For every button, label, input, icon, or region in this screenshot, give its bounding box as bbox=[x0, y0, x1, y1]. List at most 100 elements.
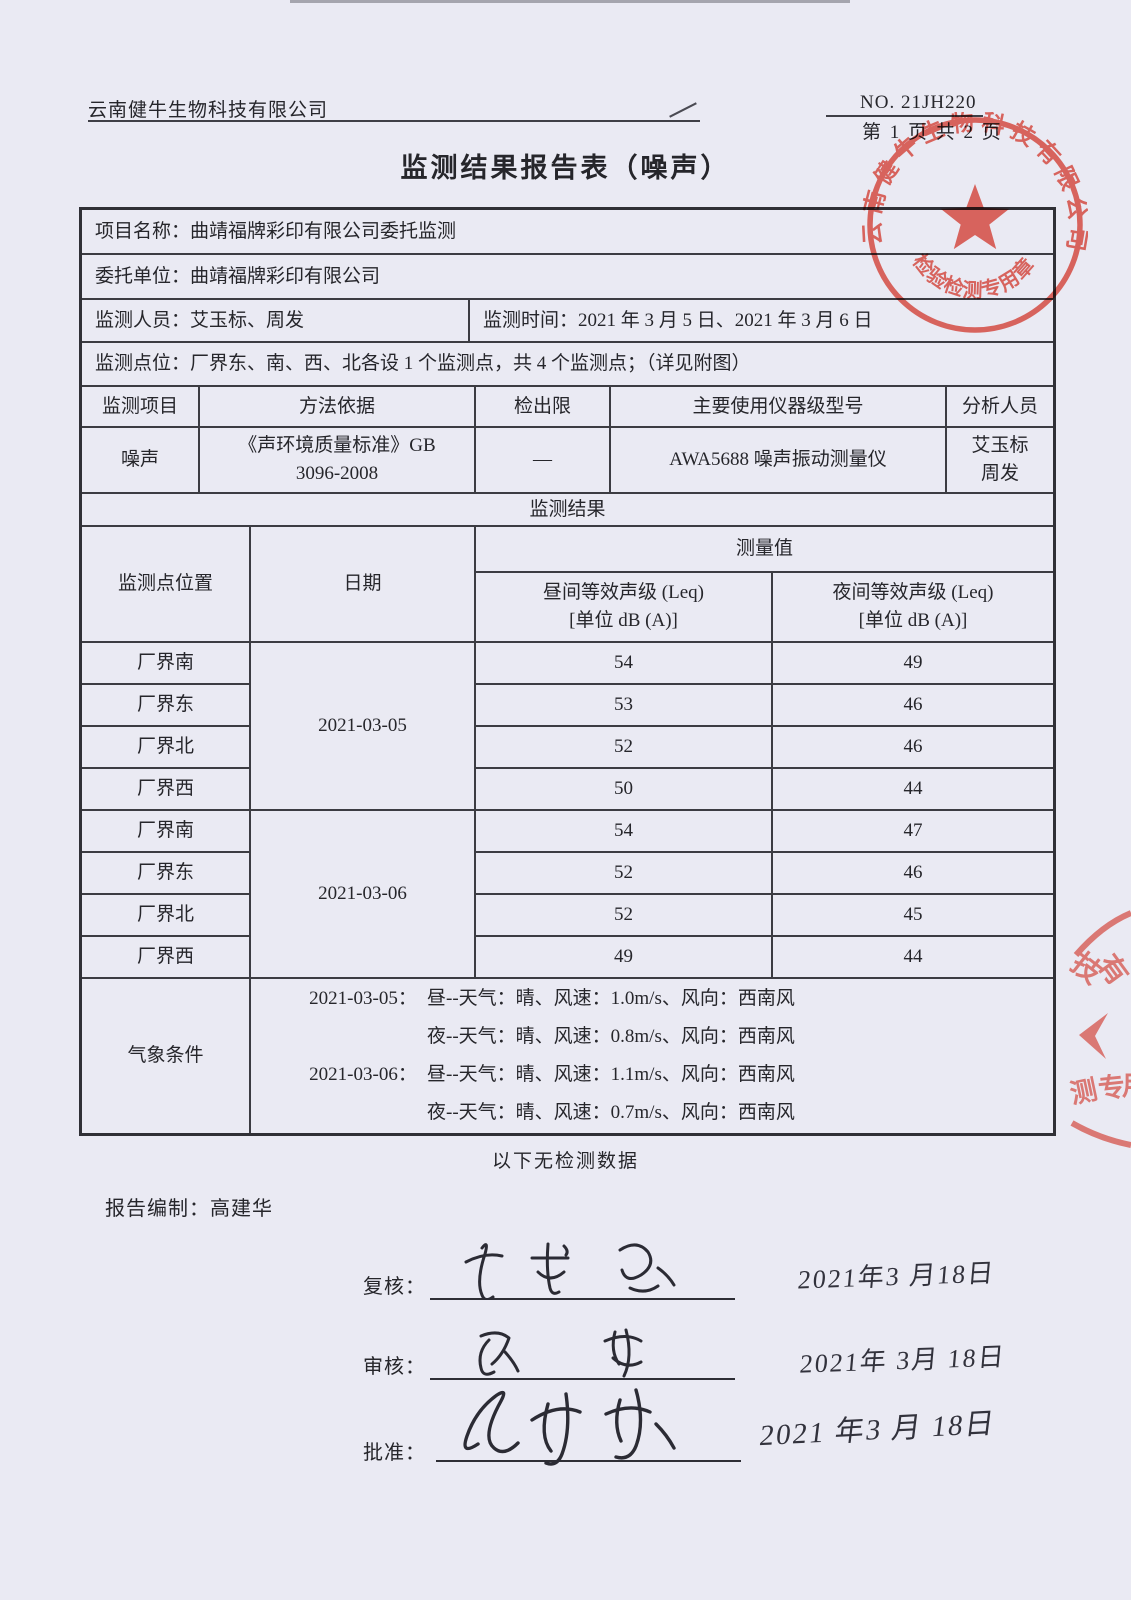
review-label: 复核： bbox=[363, 1276, 426, 1298]
point-cell: 厂界东 bbox=[82, 685, 251, 727]
date-cell-group1: 2021-03-05 bbox=[251, 643, 476, 811]
seal-fragment-char: 测 bbox=[1067, 1074, 1100, 1109]
time-label: 监测时间： bbox=[483, 309, 579, 331]
seal-fragment-char: 用 bbox=[1122, 1071, 1131, 1101]
day-value-cell: 50 bbox=[476, 769, 773, 811]
seal-star-icon bbox=[940, 184, 1010, 250]
report-table: 项目名称： 曲靖福牌彩印有限公司委托监测 委托单位： 曲靖福牌彩印有限公司 监测人员… bbox=[79, 207, 1056, 1136]
point-cell: 厂界北 bbox=[82, 727, 251, 769]
weather-text: 夜--天气：晴、风速：0.8m/s、风向：西南风 bbox=[427, 1026, 795, 1047]
night-value-cell: 44 bbox=[773, 769, 1053, 811]
results-section-title: 监测结果 bbox=[82, 494, 1053, 527]
night-value-cell: 49 bbox=[773, 643, 1053, 685]
review-signature-line bbox=[430, 1298, 735, 1300]
client-value: 曲靖福牌彩印有限公司 bbox=[190, 265, 381, 287]
night-leq-line1: 夜间等效声级 (Leq) bbox=[832, 582, 994, 604]
cell-detection-limit: — bbox=[476, 428, 611, 494]
day-value-cell: 49 bbox=[476, 937, 773, 979]
partial-seal-fragment: 技 有 测 专 用 bbox=[1065, 910, 1131, 1148]
header-rule bbox=[88, 120, 700, 122]
project-name-value: 曲靖福牌彩印有限公司委托监测 bbox=[190, 220, 457, 242]
audit-date: 2021年 3月 18日 bbox=[798, 1342, 1008, 1379]
seal-fragment-char: 有 bbox=[1091, 949, 1131, 992]
project-name-label: 项目名称： bbox=[95, 220, 191, 242]
client-row: 委托单位： 曲靖福牌彩印有限公司 bbox=[82, 255, 1053, 300]
point-cell: 厂界南 bbox=[82, 811, 251, 853]
header-detection-limit: 检出限 bbox=[476, 387, 611, 428]
prepared-by: 报告编制：高建华 bbox=[105, 1192, 273, 1221]
weather-date-prefix bbox=[299, 1018, 427, 1056]
day-value-cell: 53 bbox=[476, 685, 773, 727]
day-value-cell: 52 bbox=[476, 727, 773, 769]
monitoring-staff-cell: 监测人员： 艾玉标、周发 bbox=[82, 300, 470, 343]
point-cell: 厂界南 bbox=[82, 643, 251, 685]
weather-text: 昼--天气：晴、风速：1.1m/s、风向：西南风 bbox=[427, 1064, 795, 1085]
header-measured-value: 测量值 bbox=[476, 527, 1053, 573]
header-method-basis: 方法依据 bbox=[200, 387, 476, 428]
night-value-cell: 46 bbox=[773, 727, 1053, 769]
point-cell: 厂界东 bbox=[82, 853, 251, 895]
header-date: 日期 bbox=[251, 527, 476, 643]
audit-label: 审核： bbox=[363, 1356, 426, 1378]
cell-analyst: 艾玉标 周发 bbox=[947, 428, 1053, 494]
weather-content-cell: 2021-03-05： 昼--天气：晴、风速：1.0m/s、风向：西南风 夜--天… bbox=[251, 979, 1053, 1133]
weather-line: 夜--天气：晴、风速：0.7m/s、风向：西南风 bbox=[299, 1094, 795, 1132]
night-value-cell: 46 bbox=[773, 853, 1053, 895]
day-leq-line2: [单位 dB (A)] bbox=[569, 610, 678, 631]
weather-label-cell: 气象条件 bbox=[82, 979, 251, 1133]
day-value-cell: 54 bbox=[476, 643, 773, 685]
approve-handwritten-signature bbox=[463, 1388, 676, 1466]
cell-item-noise: 噪声 bbox=[82, 428, 200, 494]
client-label: 委托单位： bbox=[95, 265, 191, 287]
day-value-cell: 54 bbox=[476, 811, 773, 853]
weather-date-prefix: 2021-03-06： bbox=[309, 1064, 417, 1085]
seal-fragment-star-point bbox=[1079, 1013, 1108, 1059]
analyst-line2: 周发 bbox=[980, 463, 1019, 484]
company-seal: 云南健牛生物科技有限公司 检验检测专用章 bbox=[862, 112, 1085, 333]
review-handwritten-signature bbox=[464, 1242, 676, 1300]
review-date: 2021年3 月18日 bbox=[796, 1258, 997, 1295]
report-title: 监测结果报告表（噪声） bbox=[400, 153, 731, 183]
night-leq-line2: [单位 dB (A)] bbox=[858, 610, 968, 631]
header-monitoring-item: 监测项目 bbox=[82, 387, 200, 428]
weather-text: 夜--天气：晴、风速：0.7m/s、风向：西南风 bbox=[427, 1102, 795, 1123]
staff-label: 监测人员： bbox=[95, 309, 191, 331]
header-instrument: 主要使用仪器级型号 bbox=[611, 387, 947, 428]
time-value: 2021 年 3 月 5 日、2021 年 3 月 6 日 bbox=[578, 309, 873, 331]
cell-instrument: AWA5688 噪声振动测量仪 bbox=[611, 428, 947, 494]
audit-handwritten-signature bbox=[478, 1328, 643, 1378]
method-basis-line1: 《声环境质量标准》GB bbox=[238, 435, 436, 457]
approve-date: 2021 年3 月 18日 bbox=[757, 1407, 998, 1453]
night-value-cell: 45 bbox=[773, 895, 1053, 937]
method-basis-line2: 3096-2008 bbox=[295, 463, 379, 484]
weather-date-prefix: 2021-03-05： bbox=[309, 988, 417, 1009]
header-checkmark-slash bbox=[669, 102, 697, 118]
no-more-data-note: 以下无检测数据 bbox=[491, 1151, 639, 1172]
header-night-leq: 夜间等效声级 (Leq) [单位 dB (A)] bbox=[773, 573, 1053, 643]
analyst-line1: 艾玉标 bbox=[971, 435, 1029, 457]
header-company-name: 云南健牛生物科技有限公司 bbox=[88, 100, 329, 121]
weather-line: 夜--天气：晴、风速：0.8m/s、风向：西南风 bbox=[299, 1018, 795, 1056]
scanner-edge-artifact bbox=[290, 0, 850, 3]
weather-date-prefix bbox=[299, 1094, 427, 1132]
prepared-label: 报告编制： bbox=[105, 1198, 210, 1220]
point-cell: 厂界西 bbox=[82, 937, 251, 979]
night-value-cell: 44 bbox=[773, 937, 1053, 979]
weather-line: 2021-03-06： 昼--天气：晴、风速：1.1m/s、风向：西南风 bbox=[299, 1056, 795, 1094]
document-number: NO. 21JH220 bbox=[826, 92, 983, 117]
monitoring-time-cell: 监测时间： 2021 年 3 月 5 日、2021 年 3 月 6 日 bbox=[470, 300, 1053, 343]
seal-ring bbox=[867, 117, 1083, 333]
day-value-cell: 52 bbox=[476, 853, 773, 895]
monitoring-points-row: 监测点位： 厂界东、南、西、北各设 1 个监测点，共 4 个监测点；（详见附图） bbox=[82, 343, 1053, 387]
point-cell: 厂界北 bbox=[82, 895, 251, 937]
header-point-location: 监测点位置 bbox=[82, 527, 251, 643]
seal-bottom-text: 检验检测专用章 bbox=[908, 249, 1039, 302]
header-analyst: 分析人员 bbox=[947, 387, 1053, 428]
staff-value: 艾玉标、周发 bbox=[190, 309, 305, 331]
points-value: 厂界东、南、西、北各设 1 个监测点，共 4 个监测点；（详见附图） bbox=[190, 353, 751, 375]
seal-fragment-char: 专 bbox=[1097, 1072, 1127, 1105]
points-label: 监测点位： bbox=[95, 353, 191, 375]
day-value-cell: 52 bbox=[476, 895, 773, 937]
prepared-name: 高建华 bbox=[210, 1198, 273, 1220]
cell-method-basis: 《声环境质量标准》GB 3096-2008 bbox=[200, 428, 476, 494]
